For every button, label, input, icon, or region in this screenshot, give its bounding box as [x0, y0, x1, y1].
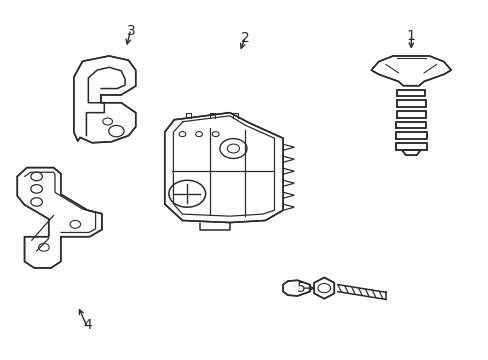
Text: 4: 4	[83, 318, 92, 332]
Circle shape	[195, 132, 202, 136]
Polygon shape	[396, 111, 425, 118]
Polygon shape	[17, 168, 102, 268]
Text: 5: 5	[297, 281, 305, 295]
Polygon shape	[396, 100, 425, 107]
Polygon shape	[371, 56, 450, 86]
Text: 2: 2	[241, 31, 249, 45]
Circle shape	[212, 132, 219, 136]
Polygon shape	[397, 90, 424, 96]
Circle shape	[220, 139, 246, 158]
Circle shape	[39, 243, 49, 251]
Circle shape	[31, 198, 42, 206]
Circle shape	[108, 125, 124, 137]
Circle shape	[31, 172, 42, 181]
Circle shape	[31, 185, 42, 193]
Circle shape	[227, 144, 239, 153]
Circle shape	[102, 118, 112, 125]
Polygon shape	[401, 150, 420, 155]
Circle shape	[168, 180, 205, 207]
Circle shape	[179, 132, 185, 136]
Text: 3: 3	[126, 24, 135, 38]
Polygon shape	[283, 280, 309, 296]
Polygon shape	[395, 143, 426, 150]
Text: 1: 1	[406, 30, 415, 44]
Circle shape	[317, 283, 330, 293]
Polygon shape	[74, 56, 136, 143]
Polygon shape	[395, 132, 426, 139]
Circle shape	[70, 220, 81, 228]
Polygon shape	[396, 122, 426, 129]
Polygon shape	[314, 278, 334, 299]
Polygon shape	[164, 113, 283, 222]
